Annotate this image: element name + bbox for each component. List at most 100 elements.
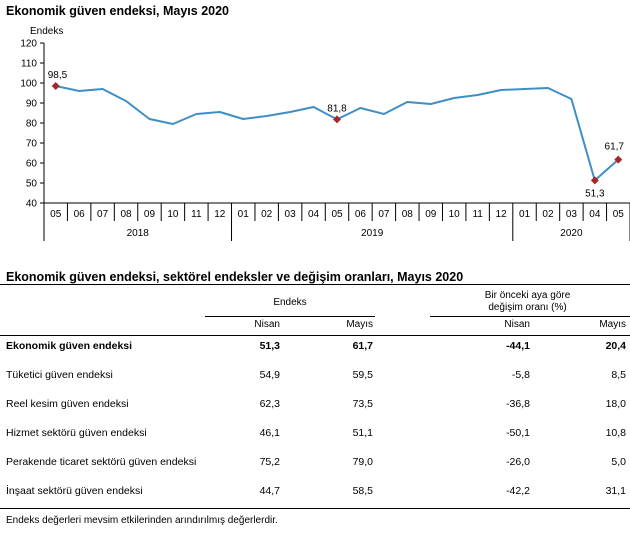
month-label: 07 <box>378 209 390 220</box>
month-label: 11 <box>191 209 202 220</box>
table-row: Tüketici güven endeksi 54,9 59,5 -5,8 8,5 <box>0 360 630 389</box>
row-name: Perakende ticaret sektörü güven endeksi <box>6 455 197 468</box>
cell-change-nisan: -26,0 <box>506 455 530 468</box>
series: 98,5 81,8 51,3 61,7 <box>48 70 625 199</box>
cell-mayis: 61,7 <box>352 339 373 352</box>
cell-change-mayis: 31,1 <box>605 484 626 497</box>
month-label: 05 <box>50 209 62 220</box>
table-title: Ekonomik güven endeksi, sektörel endeksl… <box>6 270 464 284</box>
cell-nisan: 62,3 <box>259 397 280 410</box>
data-point-marker <box>590 176 599 185</box>
table-row: Ekonomik güven endeksi 51,3 61,7 -44,1 20,4 <box>0 331 630 360</box>
spacer <box>375 360 425 389</box>
month-label: 05 <box>331 209 343 220</box>
data-point-marker <box>614 155 623 164</box>
data-point-marker <box>333 115 341 124</box>
cell-change-nisan: -50,1 <box>506 426 530 439</box>
spacer <box>375 389 425 418</box>
table-bottom-rule <box>0 508 630 509</box>
y-tick-label: 50 <box>26 179 38 190</box>
group-rule-change <box>430 316 630 317</box>
month-label: 03 <box>566 209 578 220</box>
table-row: Hizmet sektörü güven endeksi 46,1 51,1 -50,… <box>0 418 630 447</box>
spacer <box>375 447 425 476</box>
table-top-rule <box>0 284 630 285</box>
month-label: 01 <box>238 209 250 220</box>
month-label: 09 <box>144 209 156 220</box>
y-tick-label: 40 <box>26 199 38 210</box>
cell-change-mayis: 18,0 <box>605 397 626 410</box>
table-row: İnşaat sektörü güven endeksi 44,7 58,5 -42,… <box>0 476 630 505</box>
year-label: 2018 <box>127 228 150 239</box>
month-label: 04 <box>308 209 320 220</box>
col-header-nisan: Nisan <box>254 318 280 330</box>
y-axis: 40 50 60 70 80 90 100 110 120 <box>20 39 45 210</box>
footnote: Endeks değerleri mevsim etkilerinden arı… <box>6 515 278 526</box>
month-label: 10 <box>449 209 461 220</box>
month-label: 06 <box>74 209 86 220</box>
y-tick-label: 110 <box>21 59 37 70</box>
cell-nisan: 54,9 <box>259 368 280 381</box>
cell-nisan: 51,3 <box>259 339 280 352</box>
month-label: 10 <box>167 209 179 220</box>
spacer <box>375 418 425 447</box>
data-label: 81,8 <box>327 103 347 114</box>
cell-change-nisan: -5,8 <box>511 368 530 381</box>
month-label: 02 <box>542 209 554 220</box>
row-name: Tüketici güven endeksi <box>6 368 113 381</box>
row-name: Ekonomik güven endeksi <box>6 339 133 352</box>
month-label: 07 <box>97 209 109 220</box>
group-header-change-line2: değişim oranı (%) <box>488 302 567 313</box>
cell-nisan: 46,1 <box>259 426 280 439</box>
cell-nisan: 75,2 <box>259 455 280 468</box>
table-row: Reel kesim güven endeksi 62,3 73,5 -36,8 18,… <box>0 389 630 418</box>
cell-change-nisan: -42,2 <box>506 484 530 497</box>
month-label: 09 <box>425 209 437 220</box>
header-row-months: Nisan Mayıs Nisan Mayıs <box>0 317 630 331</box>
sector-table: Endeks Bir önceki aya göre değişim oranı … <box>0 287 630 505</box>
month-label: 01 <box>519 209 531 220</box>
cell-mayis: 51,1 <box>352 426 373 439</box>
month-label: 12 <box>496 209 508 220</box>
header-bottom-rule <box>0 335 630 336</box>
month-label: 04 <box>589 209 601 220</box>
row-name: İnşaat sektörü güven endeksi <box>6 484 143 497</box>
cell-mayis: 73,5 <box>352 397 373 410</box>
y-axis-label: Endeks <box>30 26 63 37</box>
cell-change-nisan: -36,8 <box>506 397 530 410</box>
data-label: 51,3 <box>585 188 605 199</box>
cell-change-mayis: 20,4 <box>605 339 626 352</box>
cell-change-mayis: 5,0 <box>611 455 626 468</box>
year-label: 2019 <box>361 228 384 239</box>
month-label: 12 <box>214 209 226 220</box>
group-header-change-line1: Bir önceki aya göre <box>484 290 571 301</box>
cell-change-mayis: 8,5 <box>611 368 626 381</box>
series-line <box>55 85 619 182</box>
group-rule-endeks <box>205 316 375 317</box>
data-label: 98,5 <box>48 70 68 81</box>
month-label: 06 <box>355 209 367 220</box>
x-axis: 05 06 07 08 09 10 11 12 01 02 03 04 05 06 07 08 09 10 11 12… <box>43 202 630 241</box>
month-label: 03 <box>285 209 297 220</box>
y-tick-label: 120 <box>20 39 37 50</box>
cell-change-nisan: -44,1 <box>506 339 530 352</box>
data-point-marker <box>51 82 60 90</box>
table-row: Perakende ticaret sektörü güven endeksi 7… <box>0 447 630 476</box>
col-header-mayis: Mayıs <box>346 318 373 330</box>
chart-title: Ekonomik güven endeksi, Mayıs 2020 <box>6 4 230 18</box>
col-header-nisan-change: Nisan <box>504 318 530 330</box>
y-tick-label: 70 <box>26 139 38 150</box>
month-label: 11 <box>472 209 483 220</box>
y-tick-label: 60 <box>26 159 38 170</box>
group-header-endeks: Endeks <box>273 296 307 308</box>
table-body: Ekonomik güven endeksi 51,3 61,7 -44,1 20,4 T… <box>0 331 630 505</box>
cell-mayis: 79,0 <box>352 455 373 468</box>
year-label: 2020 <box>560 228 583 239</box>
y-tick-label: 100 <box>20 79 37 90</box>
month-label: 05 <box>613 209 625 220</box>
data-label: 61,7 <box>605 142 625 153</box>
month-label: 08 <box>120 209 132 220</box>
cell-change-mayis: 10,8 <box>605 426 626 439</box>
month-label: 08 <box>402 209 414 220</box>
